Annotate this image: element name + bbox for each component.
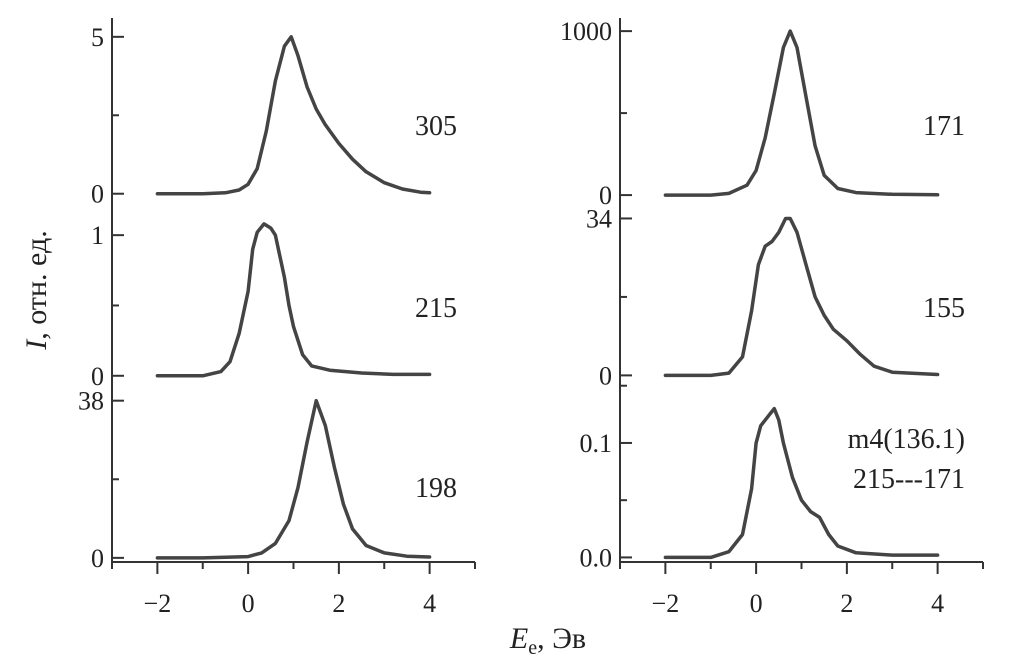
x-tick-label: −2 bbox=[652, 589, 680, 618]
panel-label: 171 bbox=[923, 111, 965, 142]
panel-left-2: 0 38 −2 0 2 4 198 bbox=[78, 380, 476, 618]
panel-label: 198 bbox=[415, 473, 457, 504]
x-tick-label: 2 bbox=[332, 589, 345, 618]
y-tick-label: 34 bbox=[586, 204, 612, 233]
panel-right-0: 0 1000 171 bbox=[560, 17, 965, 210]
y-tick-label: 1 bbox=[91, 221, 104, 250]
panel-label: 305 bbox=[415, 111, 457, 142]
y-axis-title: I, отн. ед. bbox=[20, 230, 53, 350]
x-axis-title-subscript: e bbox=[528, 637, 537, 659]
y-tick-label: 1000 bbox=[560, 17, 612, 46]
y-tick-label: 0 bbox=[91, 544, 104, 573]
panel-left-0: 0 5 305 bbox=[91, 18, 457, 209]
panel-right-2: 0.0 0.1 −2 0 2 4 m4(136.1) 215---171 bbox=[580, 380, 984, 618]
panel-right-1: 0 34 155 bbox=[586, 200, 965, 390]
y-axis-title-symbol: I bbox=[20, 338, 53, 351]
y-tick-label: 0.0 bbox=[580, 543, 613, 572]
x-tick-label: 2 bbox=[840, 589, 853, 618]
series-line bbox=[155, 398, 432, 560]
x-tick-label: 4 bbox=[931, 589, 944, 618]
y-tick-label: 0 bbox=[599, 361, 612, 390]
panel-label: 215---171 bbox=[853, 464, 965, 495]
series-line bbox=[155, 222, 432, 378]
x-tick-label: 0 bbox=[750, 589, 763, 618]
panel-label: 155 bbox=[923, 293, 965, 324]
series-line bbox=[155, 35, 432, 196]
y-tick-label: 38 bbox=[78, 387, 104, 416]
series-line bbox=[663, 406, 940, 560]
y-tick-label: 0 bbox=[91, 362, 104, 391]
x-tick-label: 4 bbox=[423, 589, 436, 618]
x-axis-title-symbol: E bbox=[509, 622, 528, 655]
x-axis-title-unit: , Эв bbox=[537, 622, 586, 655]
y-tick-label: 0.1 bbox=[580, 429, 613, 458]
x-axis-title: Ee, Эв bbox=[509, 622, 586, 659]
y-tick-label: 5 bbox=[91, 23, 104, 52]
y-tick-label: 0 bbox=[91, 180, 104, 209]
x-tick-label: −2 bbox=[144, 589, 172, 618]
y-tick-label: 0 bbox=[599, 181, 612, 210]
y-axis-title-unit: , отн. ед. bbox=[20, 230, 53, 339]
panel-left-1: 0 1 215 bbox=[91, 200, 457, 391]
series-line bbox=[663, 29, 940, 197]
panel-label: 215 bbox=[415, 293, 457, 324]
x-tick-label: 0 bbox=[242, 589, 255, 618]
series-line bbox=[663, 216, 940, 378]
panel-label: m4(136.1) bbox=[848, 424, 965, 455]
